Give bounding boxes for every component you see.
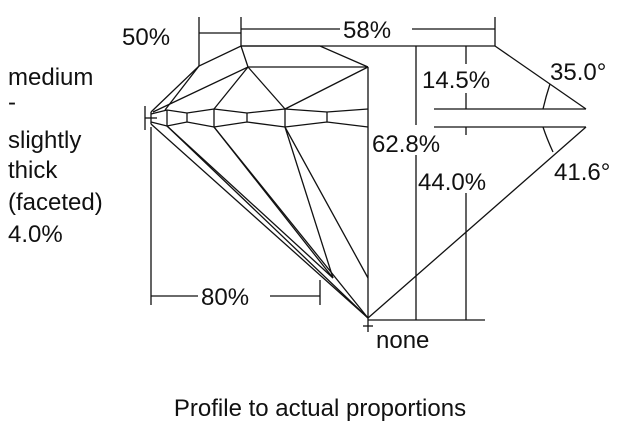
- crown-outline: [150, 45, 369, 113]
- lower-half-label: 80%: [201, 284, 249, 311]
- crown-height-label: 50%: [122, 24, 170, 51]
- dimension-lines: [150, 17, 587, 321]
- pavilion-facet-line: [213, 126, 369, 319]
- girdle-label-line3: slightly: [8, 127, 81, 154]
- pavilion-facet-line: [166, 125, 334, 279]
- pavilion-facet-line: [166, 125, 369, 319]
- caption: Profile to actual proportions: [174, 395, 466, 422]
- crown-facet-line: [164, 65, 200, 111]
- pavilion-depth-label: 44.0%: [418, 169, 486, 196]
- pavilion-outline: [150, 123, 369, 319]
- upper-girdle-facets: [152, 66, 368, 113]
- girdle-label-line1: medium: [8, 64, 93, 91]
- crown-facet-line: [213, 66, 249, 110]
- table-percent-label: 58%: [343, 17, 391, 44]
- girdle-bottom: [150, 121, 369, 128]
- pavilion-facet-line: [284, 126, 334, 279]
- diamond-profile: [144, 45, 495, 332]
- girdle-top: [150, 108, 369, 115]
- girdle-label-line6: 4.0%: [8, 221, 63, 248]
- culet-label: none: [376, 327, 429, 354]
- crown-facet-line: [284, 66, 369, 110]
- girdle-label-line2: -: [8, 89, 16, 116]
- girdle-label-line5: (faceted): [8, 189, 103, 216]
- pavilion-facet-line: [284, 126, 369, 279]
- crown-depth-label: 14.5%: [422, 67, 490, 94]
- crown-angle-label: 35.0°: [550, 59, 606, 86]
- girdle-label-line4: thick: [8, 157, 58, 184]
- total-depth-label: 62.8%: [372, 131, 440, 158]
- crown-facet-line: [247, 66, 286, 110]
- star-facet: [240, 45, 249, 68]
- pavilion-angle-label: 41.6°: [554, 159, 610, 186]
